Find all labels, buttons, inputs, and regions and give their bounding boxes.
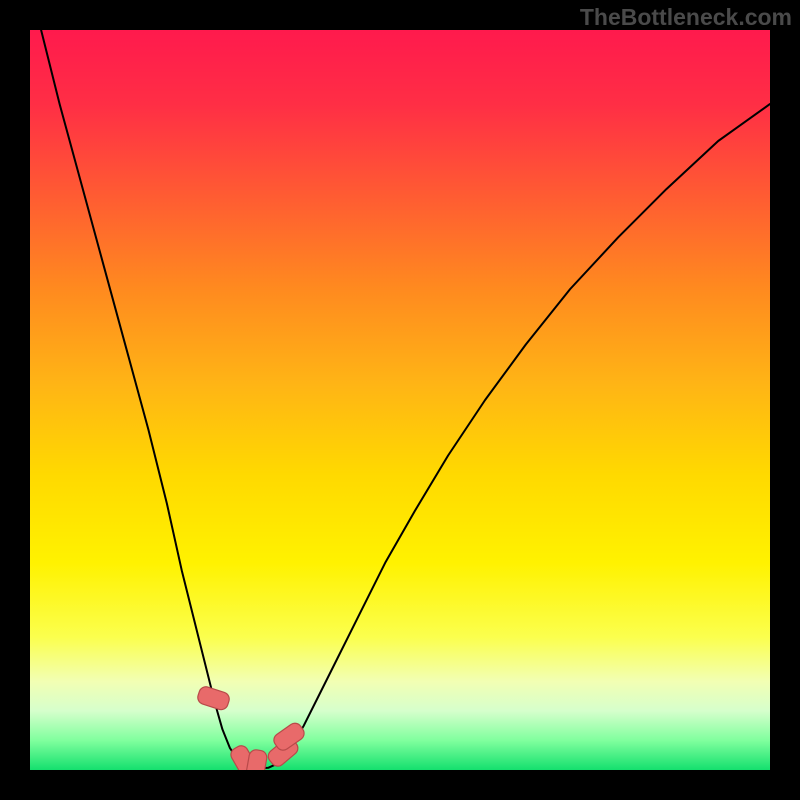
plot-svg [30,30,770,770]
chart-container: TheBottleneck.com [0,0,800,800]
watermark-text: TheBottleneck.com [580,4,792,31]
plot-area [30,30,770,770]
